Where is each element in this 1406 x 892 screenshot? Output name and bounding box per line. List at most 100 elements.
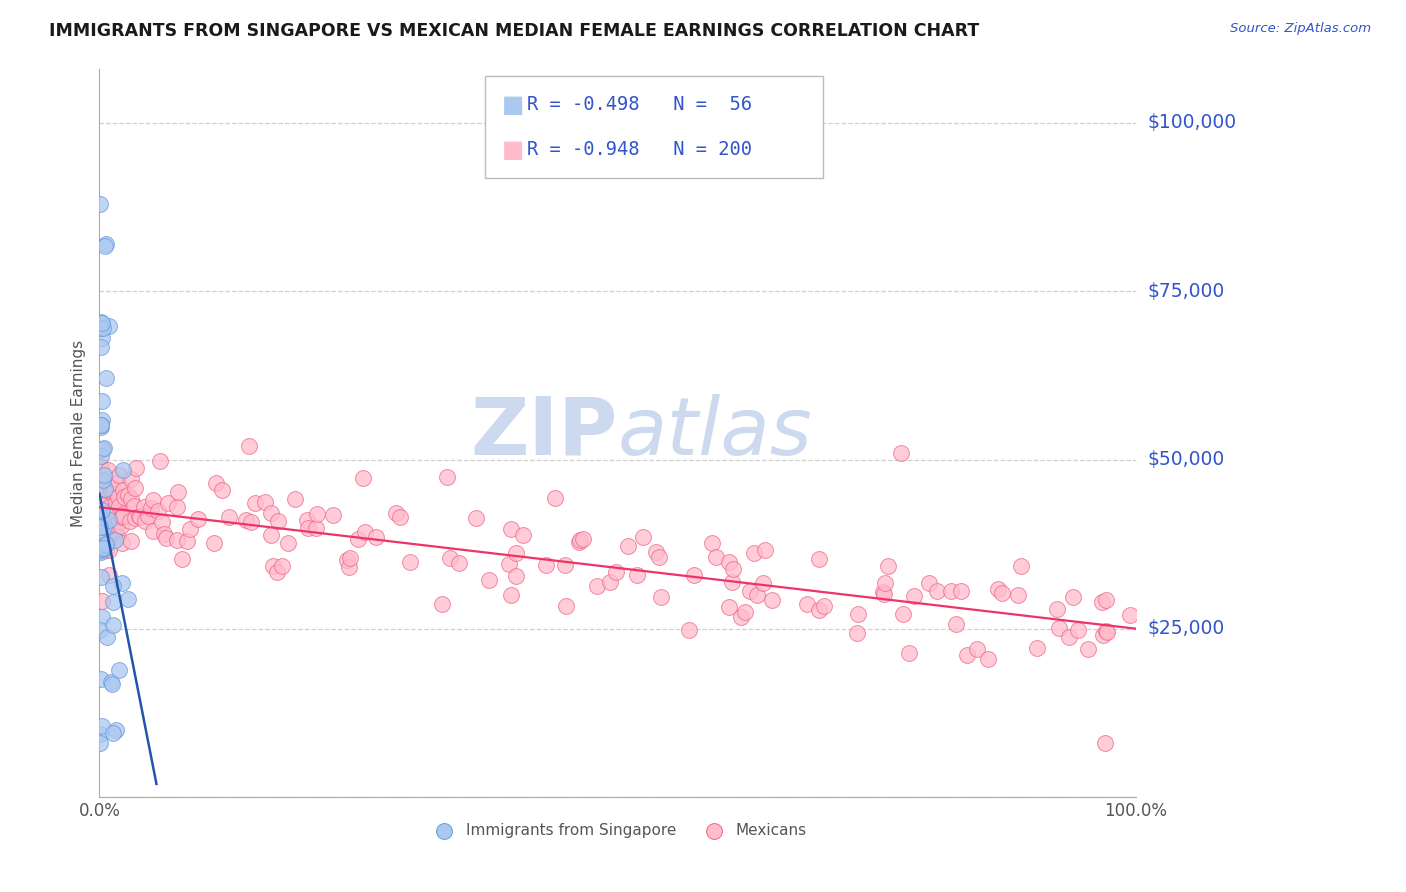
Point	[505, 568, 527, 582]
Point	[91, 539, 114, 553]
Point	[890, 446, 912, 460]
Point	[108, 499, 131, 513]
Text: $50,000: $50,000	[1147, 450, 1225, 469]
Point	[93, 498, 115, 512]
Point	[107, 530, 129, 544]
Point	[91, 519, 114, 533]
Point	[89, 533, 111, 547]
Point	[89, 524, 111, 539]
Point	[91, 503, 114, 517]
Point	[554, 558, 576, 573]
Point	[808, 603, 831, 617]
Point	[89, 727, 111, 741]
Point	[91, 543, 114, 558]
Point	[93, 520, 115, 534]
Point	[512, 528, 534, 542]
Point	[110, 510, 132, 524]
Point	[90, 331, 112, 345]
Point	[305, 520, 328, 534]
Point	[89, 320, 111, 334]
Point	[277, 536, 299, 550]
Point	[89, 623, 111, 637]
Point	[98, 567, 121, 582]
Point	[1062, 591, 1084, 605]
Point	[678, 623, 700, 637]
Text: IMMIGRANTS FROM SINGAPORE VS MEXICAN MEDIAN FEMALE EARNINGS CORRELATION CHART: IMMIGRANTS FROM SINGAPORE VS MEXICAN MED…	[49, 22, 980, 40]
Point	[98, 500, 121, 514]
Point	[845, 626, 868, 640]
Point	[650, 590, 672, 604]
Point	[91, 718, 114, 732]
Point	[218, 510, 240, 524]
Point	[337, 559, 360, 574]
Point	[808, 552, 831, 566]
Text: ■: ■	[502, 137, 524, 161]
Point	[90, 473, 112, 487]
Point	[260, 528, 283, 542]
Point	[211, 483, 233, 497]
Text: Source: ZipAtlas.com: Source: ZipAtlas.com	[1230, 22, 1371, 36]
Point	[96, 509, 118, 524]
Point	[903, 589, 925, 603]
Point	[91, 442, 114, 456]
Point	[93, 477, 115, 491]
Point	[322, 508, 344, 523]
Point	[1091, 595, 1114, 609]
Point	[704, 549, 727, 564]
Point	[91, 542, 114, 557]
Point	[568, 534, 591, 549]
Point	[96, 630, 118, 644]
Point	[89, 543, 111, 558]
Point	[555, 599, 578, 613]
Point	[505, 546, 527, 560]
Point	[544, 491, 567, 505]
Point	[155, 531, 177, 545]
Point	[98, 543, 121, 558]
Point	[385, 506, 408, 520]
Point	[754, 543, 776, 558]
Point	[94, 537, 117, 551]
Point	[436, 469, 458, 483]
Point	[104, 472, 127, 486]
Point	[107, 490, 129, 504]
Point	[734, 605, 756, 619]
Point	[271, 558, 294, 573]
Point	[599, 575, 621, 590]
Point	[91, 594, 114, 608]
Point	[94, 237, 117, 252]
Point	[94, 526, 117, 541]
Point	[136, 508, 159, 523]
Point	[103, 501, 125, 516]
Point	[170, 552, 193, 566]
Point	[104, 723, 127, 737]
Point	[747, 588, 769, 602]
Point	[89, 520, 111, 534]
Point	[761, 593, 783, 607]
Text: ZIP: ZIP	[471, 394, 617, 472]
Point	[89, 494, 111, 508]
Point	[98, 513, 121, 527]
Point	[94, 482, 117, 496]
Point	[939, 583, 962, 598]
Point	[100, 480, 122, 494]
Point	[631, 530, 654, 544]
Point	[1067, 623, 1090, 637]
Point	[101, 526, 124, 541]
Point	[105, 518, 128, 533]
Point	[167, 485, 190, 500]
Point	[91, 393, 114, 408]
Point	[134, 514, 156, 528]
Point	[1077, 642, 1099, 657]
Point	[101, 579, 124, 593]
Point	[112, 508, 135, 523]
Point	[1092, 628, 1115, 642]
Point	[501, 522, 523, 536]
Point	[120, 491, 142, 506]
Point	[107, 475, 129, 490]
Point	[91, 519, 114, 533]
Point	[238, 440, 260, 454]
Point	[339, 551, 361, 566]
Point	[205, 475, 228, 490]
Point	[752, 576, 775, 591]
Point	[103, 483, 125, 498]
